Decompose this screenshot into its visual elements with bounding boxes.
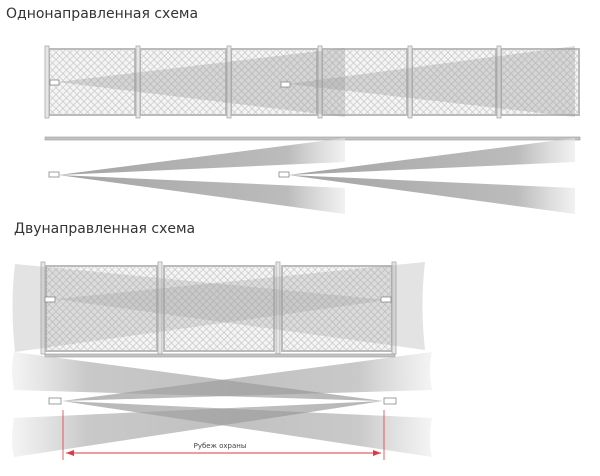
- fence-panel: [230, 48, 318, 116]
- beam-upper: [12, 352, 383, 401]
- fence-panel: [500, 48, 580, 116]
- sensor-icon: [280, 81, 291, 88]
- beam-upper: [58, 138, 345, 175]
- fence-side-view-unidirectional: [44, 45, 580, 119]
- beam-zone: [12, 264, 387, 352]
- beam-zone: [288, 46, 575, 117]
- sensor-icon: [48, 397, 62, 405]
- section-title-unidirectional: Однонаправленная схема: [6, 6, 199, 22]
- protection-zone-label: Рубеж охраны: [193, 442, 247, 450]
- beam-zone: [57, 48, 345, 117]
- section-title-bidirectional: Двунаправленная схема: [14, 221, 196, 237]
- fence-side-view-bidirectional: [12, 261, 425, 355]
- fence-top-bar: [44, 136, 581, 141]
- fence-posts: [44, 45, 502, 119]
- fence-panel: [45, 265, 158, 352]
- fence-top-view-unidirectional: [44, 136, 581, 214]
- fence-panels: [48, 48, 580, 116]
- fence-top-view-bidirectional: [12, 352, 432, 457]
- fence-panel: [48, 48, 136, 116]
- fence-panel: [321, 48, 408, 116]
- beam-upper: [288, 138, 575, 175]
- beam-zone: [55, 262, 425, 350]
- sensor-icon: [44, 296, 56, 303]
- fence-panel: [281, 265, 393, 352]
- fence-panel: [139, 48, 227, 116]
- fence-panel: [411, 48, 497, 116]
- sensor-icon: [48, 171, 60, 178]
- beam-lower: [58, 175, 345, 214]
- beam-lower: [288, 175, 575, 214]
- sensor-icon: [380, 296, 392, 303]
- fence-top-bar: [44, 353, 396, 358]
- sensor-icon: [49, 79, 60, 86]
- beam-lower: [12, 401, 383, 457]
- fence-panel: [163, 265, 275, 352]
- sensor-icon: [278, 171, 290, 178]
- sensor-icon: [383, 397, 397, 405]
- protection-zone-dimension: [62, 410, 385, 460]
